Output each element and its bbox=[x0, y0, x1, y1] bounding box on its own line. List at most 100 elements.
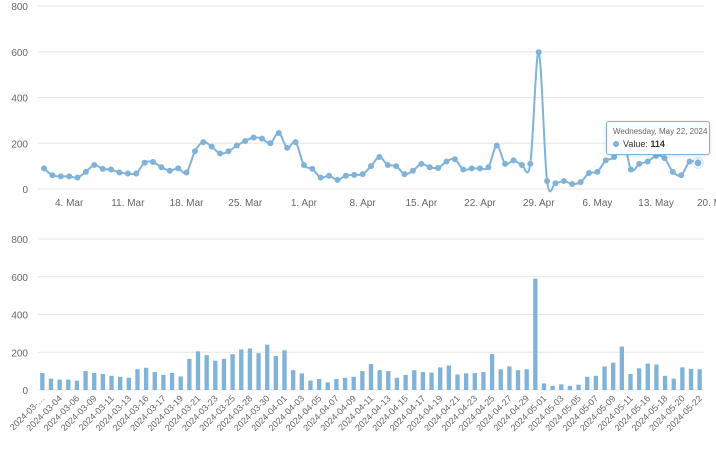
x-tick-label: 1. Apr bbox=[291, 198, 318, 209]
bar bbox=[290, 370, 296, 390]
bar bbox=[334, 379, 339, 390]
bar bbox=[429, 372, 434, 390]
data-point bbox=[250, 134, 257, 141]
bar bbox=[550, 385, 555, 390]
data-point bbox=[477, 165, 483, 172]
bar bbox=[273, 356, 279, 390]
bar bbox=[593, 375, 599, 390]
data-point bbox=[384, 161, 391, 168]
data-point bbox=[342, 172, 349, 179]
bar bbox=[118, 376, 123, 390]
bar bbox=[472, 373, 477, 390]
data-point bbox=[493, 142, 500, 149]
data-point bbox=[669, 168, 676, 175]
tooltip-value: 114 bbox=[650, 139, 665, 149]
x-tick-label: 13. May bbox=[638, 198, 674, 209]
bar bbox=[611, 362, 616, 390]
x-tick-label: 22. Apr bbox=[464, 198, 496, 209]
bar bbox=[671, 378, 676, 390]
data-point bbox=[259, 135, 265, 142]
bar bbox=[135, 369, 140, 390]
bar bbox=[74, 380, 80, 390]
data-point bbox=[544, 177, 551, 184]
bar bbox=[213, 360, 218, 390]
data-point bbox=[233, 142, 240, 149]
bar bbox=[446, 365, 452, 390]
data-point bbox=[49, 172, 56, 179]
data-point bbox=[560, 177, 567, 184]
y-tick-label: 400 bbox=[11, 94, 28, 105]
data-point bbox=[351, 171, 358, 178]
bar-chart: 02004006008002024-03-…2024-03-042024-03-… bbox=[8, 235, 704, 433]
bar bbox=[230, 354, 235, 390]
x-tick-label: 6. May bbox=[582, 198, 612, 209]
data-point bbox=[200, 139, 207, 146]
bar bbox=[662, 375, 668, 390]
bar bbox=[282, 350, 287, 390]
data-point bbox=[418, 160, 425, 167]
bar bbox=[187, 358, 192, 390]
data-point bbox=[586, 169, 592, 176]
tooltip-series-marker bbox=[613, 141, 619, 147]
bar bbox=[455, 374, 460, 390]
data-point-hover bbox=[693, 158, 703, 168]
data-point bbox=[451, 156, 458, 163]
data-point bbox=[57, 173, 64, 180]
data-point bbox=[460, 166, 467, 173]
bar bbox=[308, 380, 313, 390]
y-tick-label: 600 bbox=[11, 273, 28, 284]
data-point bbox=[124, 170, 131, 177]
data-point bbox=[150, 159, 156, 166]
x-tick-label: 18. Mar bbox=[170, 198, 205, 209]
bar bbox=[576, 384, 581, 390]
data-point bbox=[275, 129, 282, 136]
data-point bbox=[686, 158, 693, 165]
bar bbox=[524, 369, 529, 390]
bar bbox=[342, 377, 348, 390]
bar bbox=[654, 364, 659, 390]
data-point bbox=[300, 161, 307, 168]
data-point bbox=[267, 140, 274, 147]
line-chart: 0 200 400 600 800 4. Mar 11. Mar 18. Mar 25. Mar… bbox=[11, 2, 716, 209]
bar bbox=[489, 354, 495, 390]
data-point bbox=[326, 172, 333, 179]
data-point bbox=[66, 173, 73, 180]
data-point bbox=[594, 168, 601, 175]
data-point bbox=[636, 160, 643, 167]
bar bbox=[360, 371, 365, 390]
data-point bbox=[116, 169, 123, 176]
tooltip: Wednesday, May 22, 2024 Value: 114 bbox=[606, 121, 710, 155]
data-point bbox=[82, 168, 89, 175]
bar bbox=[239, 349, 244, 390]
data-point bbox=[485, 164, 492, 171]
bar bbox=[316, 379, 322, 390]
bar bbox=[619, 346, 624, 390]
bar bbox=[92, 373, 97, 390]
bar bbox=[178, 376, 183, 390]
bar bbox=[351, 376, 356, 390]
data-point bbox=[569, 180, 576, 187]
data-point bbox=[284, 144, 291, 151]
bar bbox=[567, 385, 573, 390]
data-point bbox=[74, 174, 81, 181]
bar bbox=[559, 384, 564, 390]
bar bbox=[57, 379, 62, 390]
data-point bbox=[166, 167, 173, 174]
bar bbox=[152, 372, 157, 390]
data-point bbox=[108, 166, 115, 173]
data-point bbox=[317, 174, 324, 181]
bar bbox=[325, 382, 330, 390]
data-point bbox=[468, 165, 475, 172]
data-point bbox=[443, 158, 450, 165]
data-point bbox=[518, 161, 525, 168]
bar bbox=[438, 367, 443, 390]
y-tick-label: 0 bbox=[22, 185, 28, 196]
bar bbox=[585, 376, 590, 390]
x-tick-label: 25. Mar bbox=[228, 198, 263, 209]
data-point bbox=[644, 158, 651, 165]
y-tick-label: 600 bbox=[11, 48, 28, 59]
data-point bbox=[309, 165, 316, 172]
y-tick-label: 200 bbox=[11, 348, 28, 359]
data-point bbox=[401, 171, 408, 178]
bar bbox=[463, 373, 469, 390]
